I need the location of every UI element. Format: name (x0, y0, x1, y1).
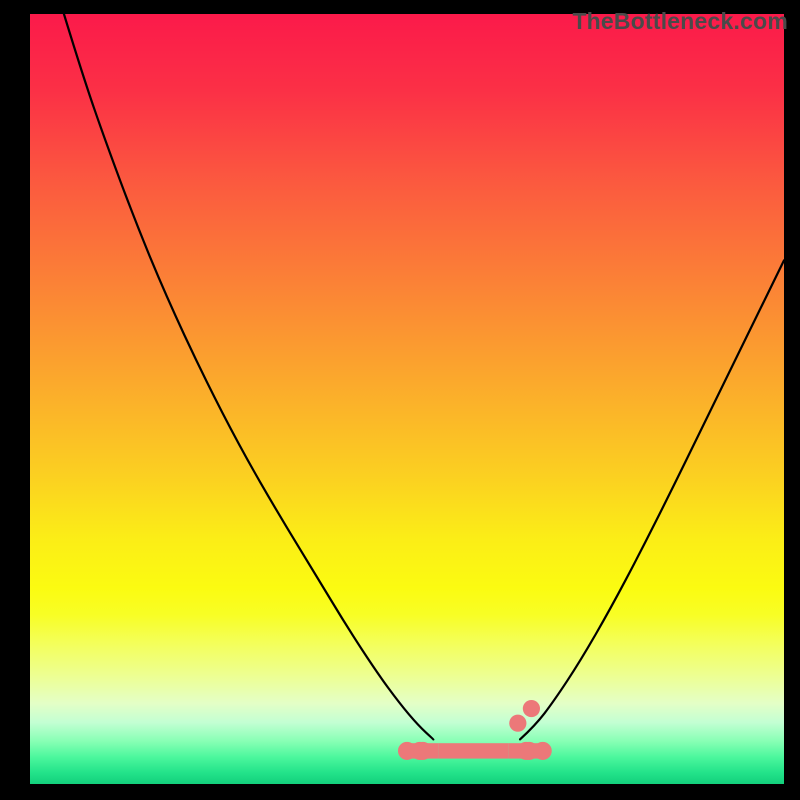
chart-frame: TheBottleneck.com (0, 0, 800, 800)
chart-plot (0, 0, 800, 800)
gradient-background (30, 14, 784, 784)
watermark-text: TheBottleneck.com (572, 8, 788, 35)
